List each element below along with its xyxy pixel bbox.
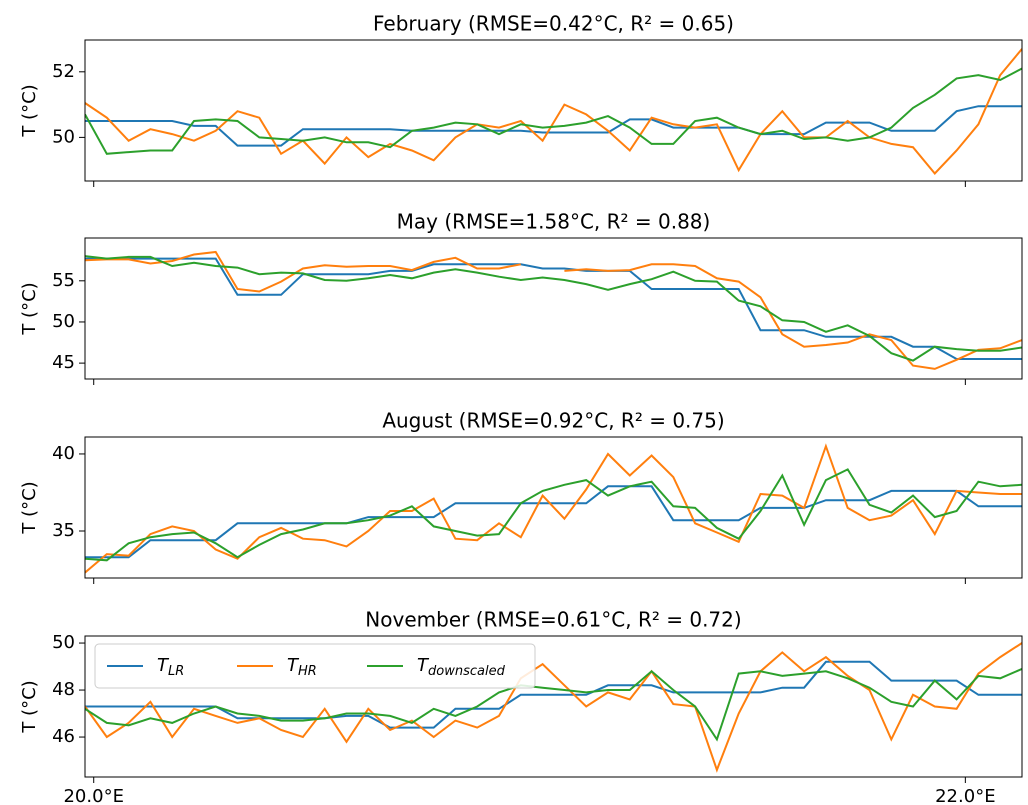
y-axis-label: T (°C)	[19, 84, 40, 137]
lines	[85, 250, 1022, 370]
series-line	[85, 485, 1022, 559]
series-line	[85, 468, 1022, 562]
plot-frame	[84, 436, 1023, 579]
y-tick-label: 52	[52, 61, 75, 82]
series-line	[85, 48, 1022, 176]
plot-frame	[84, 635, 1023, 778]
panel: May (RMSE=1.58°C, R² = 0.88) T (°C) 45 50 55	[19, 210, 1023, 385]
y-tick-label: 55	[52, 270, 75, 291]
panel: August (RMSE=0.92°C, R² = 0.75) T (°C) 35 4…	[19, 409, 1023, 584]
legend-label: TLR	[157, 655, 184, 679]
legend-box	[94, 643, 536, 689]
legend-label: THR	[287, 655, 317, 679]
legend-label: Tdownscaled	[417, 655, 506, 679]
y-tick-label: 50	[52, 632, 75, 653]
legend: TLR THR Tdownscaled	[94, 643, 536, 689]
y-tick-label: 45	[52, 352, 75, 373]
series-line	[85, 642, 1022, 773]
chart-title: August (RMSE=0.92°C, R² = 0.75)	[382, 409, 724, 433]
x-tick-label: 22.0°E	[935, 786, 995, 805]
lines	[85, 443, 1022, 574]
series-line	[85, 105, 1022, 147]
x-tick-label: 20.0°E	[63, 786, 123, 805]
chart-title: May (RMSE=1.58°C, R² = 0.88)	[397, 210, 711, 234]
lines	[85, 48, 1022, 176]
chart-title: November (RMSE=0.61°C, R² = 0.72)	[365, 608, 741, 632]
lines	[85, 642, 1022, 773]
y-axis-label: T (°C)	[19, 481, 40, 534]
panel: November (RMSE=0.61°C, R² = 0.72) T (°C) 4…	[19, 608, 1023, 805]
series-line	[85, 255, 1022, 362]
y-tick-label: 35	[52, 520, 75, 541]
y-tick-label: 50	[52, 311, 75, 332]
y-axis-label: T (°C)	[19, 282, 40, 335]
plot-frame	[84, 39, 1023, 182]
y-tick-label: 40	[52, 443, 75, 464]
series-line	[85, 67, 1022, 155]
series-line	[85, 257, 1022, 360]
y-tick-label: 46	[52, 726, 75, 747]
y-axis-label: T (°C)	[19, 680, 40, 733]
y-tick-label: 50	[52, 126, 75, 147]
series-line	[85, 660, 1022, 729]
series-line	[85, 250, 1022, 370]
chart-title: February (RMSE=0.42°C, R² = 0.65)	[373, 12, 734, 36]
plot-frame	[84, 237, 1023, 380]
y-tick-label: 48	[52, 679, 75, 700]
series-line	[85, 667, 1022, 742]
panel: February (RMSE=0.42°C, R² = 0.65) T (°C) 5…	[19, 12, 1023, 187]
